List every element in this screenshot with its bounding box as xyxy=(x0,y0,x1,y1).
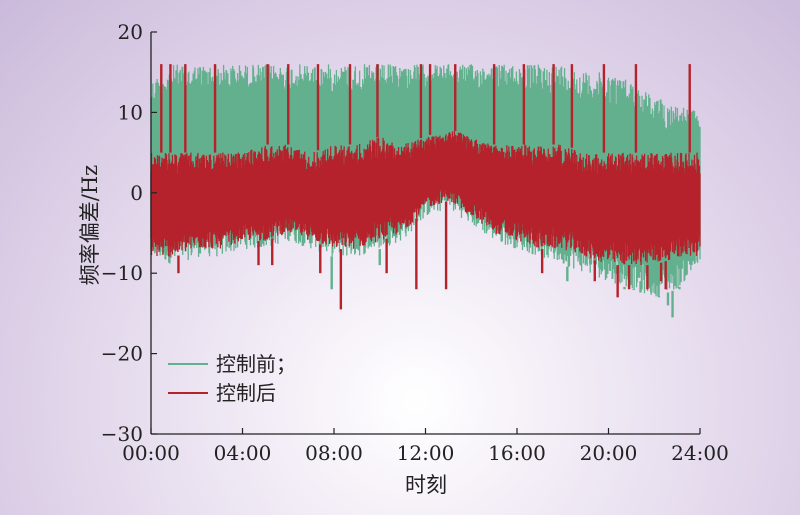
x-ticks: 00:00 04:00 08:00 12:00 16:00 20:00 24:00 xyxy=(122,428,729,465)
y-ticks: 20 10 0 −10 −20 −30 xyxy=(101,20,157,446)
plot-area xyxy=(150,64,701,318)
legend-label-before: 控制前； xyxy=(216,352,296,376)
y-axis-title: 频率偏差/Hz xyxy=(78,165,102,285)
x-axis-title: 时刻 xyxy=(405,473,447,497)
y-tick-label: 0 xyxy=(130,181,143,205)
x-tick-label: 00:00 xyxy=(122,441,180,465)
y-tick-label: −30 xyxy=(101,422,143,446)
x-tick-label: 24:00 xyxy=(671,441,729,465)
legend: 控制前； 控制后 xyxy=(168,352,296,405)
axes: 20 10 0 −10 −20 −30 00:00 04:00 08:00 12:00 16:00… xyxy=(101,20,729,465)
legend-label-after: 控制后 xyxy=(216,381,276,405)
x-tick-label: 04:00 xyxy=(214,441,272,465)
x-tick-label: 16:00 xyxy=(488,441,546,465)
y-tick-label: −10 xyxy=(101,261,143,285)
y-tick-label: 10 xyxy=(118,100,143,124)
x-tick-label: 20:00 xyxy=(580,441,638,465)
y-tick-label: −20 xyxy=(101,342,143,366)
series-after xyxy=(150,64,701,310)
x-tick-label: 08:00 xyxy=(305,441,363,465)
y-tick-label: 20 xyxy=(118,20,143,44)
x-tick-label: 12:00 xyxy=(397,441,455,465)
